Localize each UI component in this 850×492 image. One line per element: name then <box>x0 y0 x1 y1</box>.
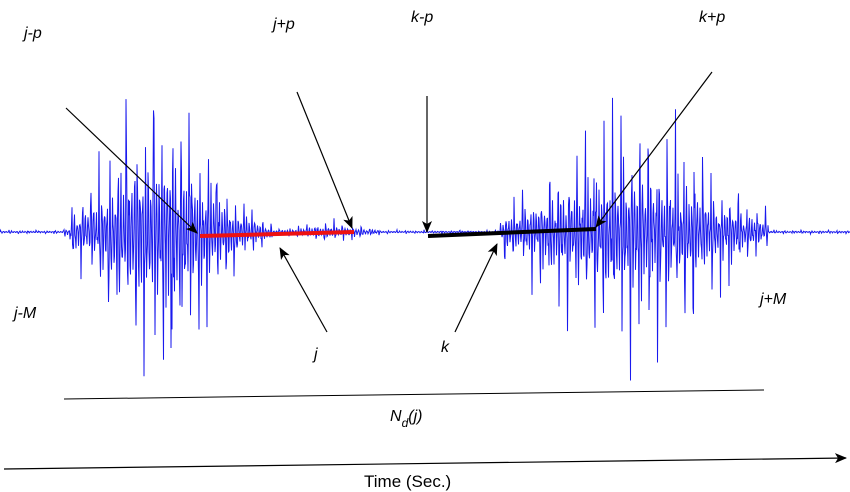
speech-waveform <box>0 97 850 381</box>
label-j-minus-M: j-M <box>12 305 37 322</box>
label-nd-base: N <box>390 408 402 425</box>
arrow-j-plus-p <box>296 91 353 229</box>
segment-k-black <box>427 227 597 238</box>
label-j: j <box>312 346 318 363</box>
label-j-minus-p: j-p <box>22 25 42 42</box>
segment-j-red <box>199 230 355 238</box>
arrow-k <box>454 243 498 333</box>
nd-span-line <box>63 389 765 400</box>
arrow-j-minus-p <box>65 107 198 234</box>
label-nd-arg: (j) <box>408 408 422 425</box>
arrow-k-plus-p <box>595 71 713 228</box>
time-axis-label: Time (Sec.) <box>364 472 451 491</box>
label-j-plus-p: j+p <box>271 16 295 33</box>
label-nd-j: Nd(j) <box>390 408 422 430</box>
arrow-j <box>279 247 328 333</box>
label-k: k <box>441 339 450 356</box>
time-axis-arrow <box>3 453 847 470</box>
label-k-plus-p: k+p <box>699 9 725 26</box>
label-j-plus-M: j+M <box>758 291 787 308</box>
label-nd-sub: d <box>402 416 409 430</box>
label-k-minus-p: k-p <box>411 9 433 26</box>
